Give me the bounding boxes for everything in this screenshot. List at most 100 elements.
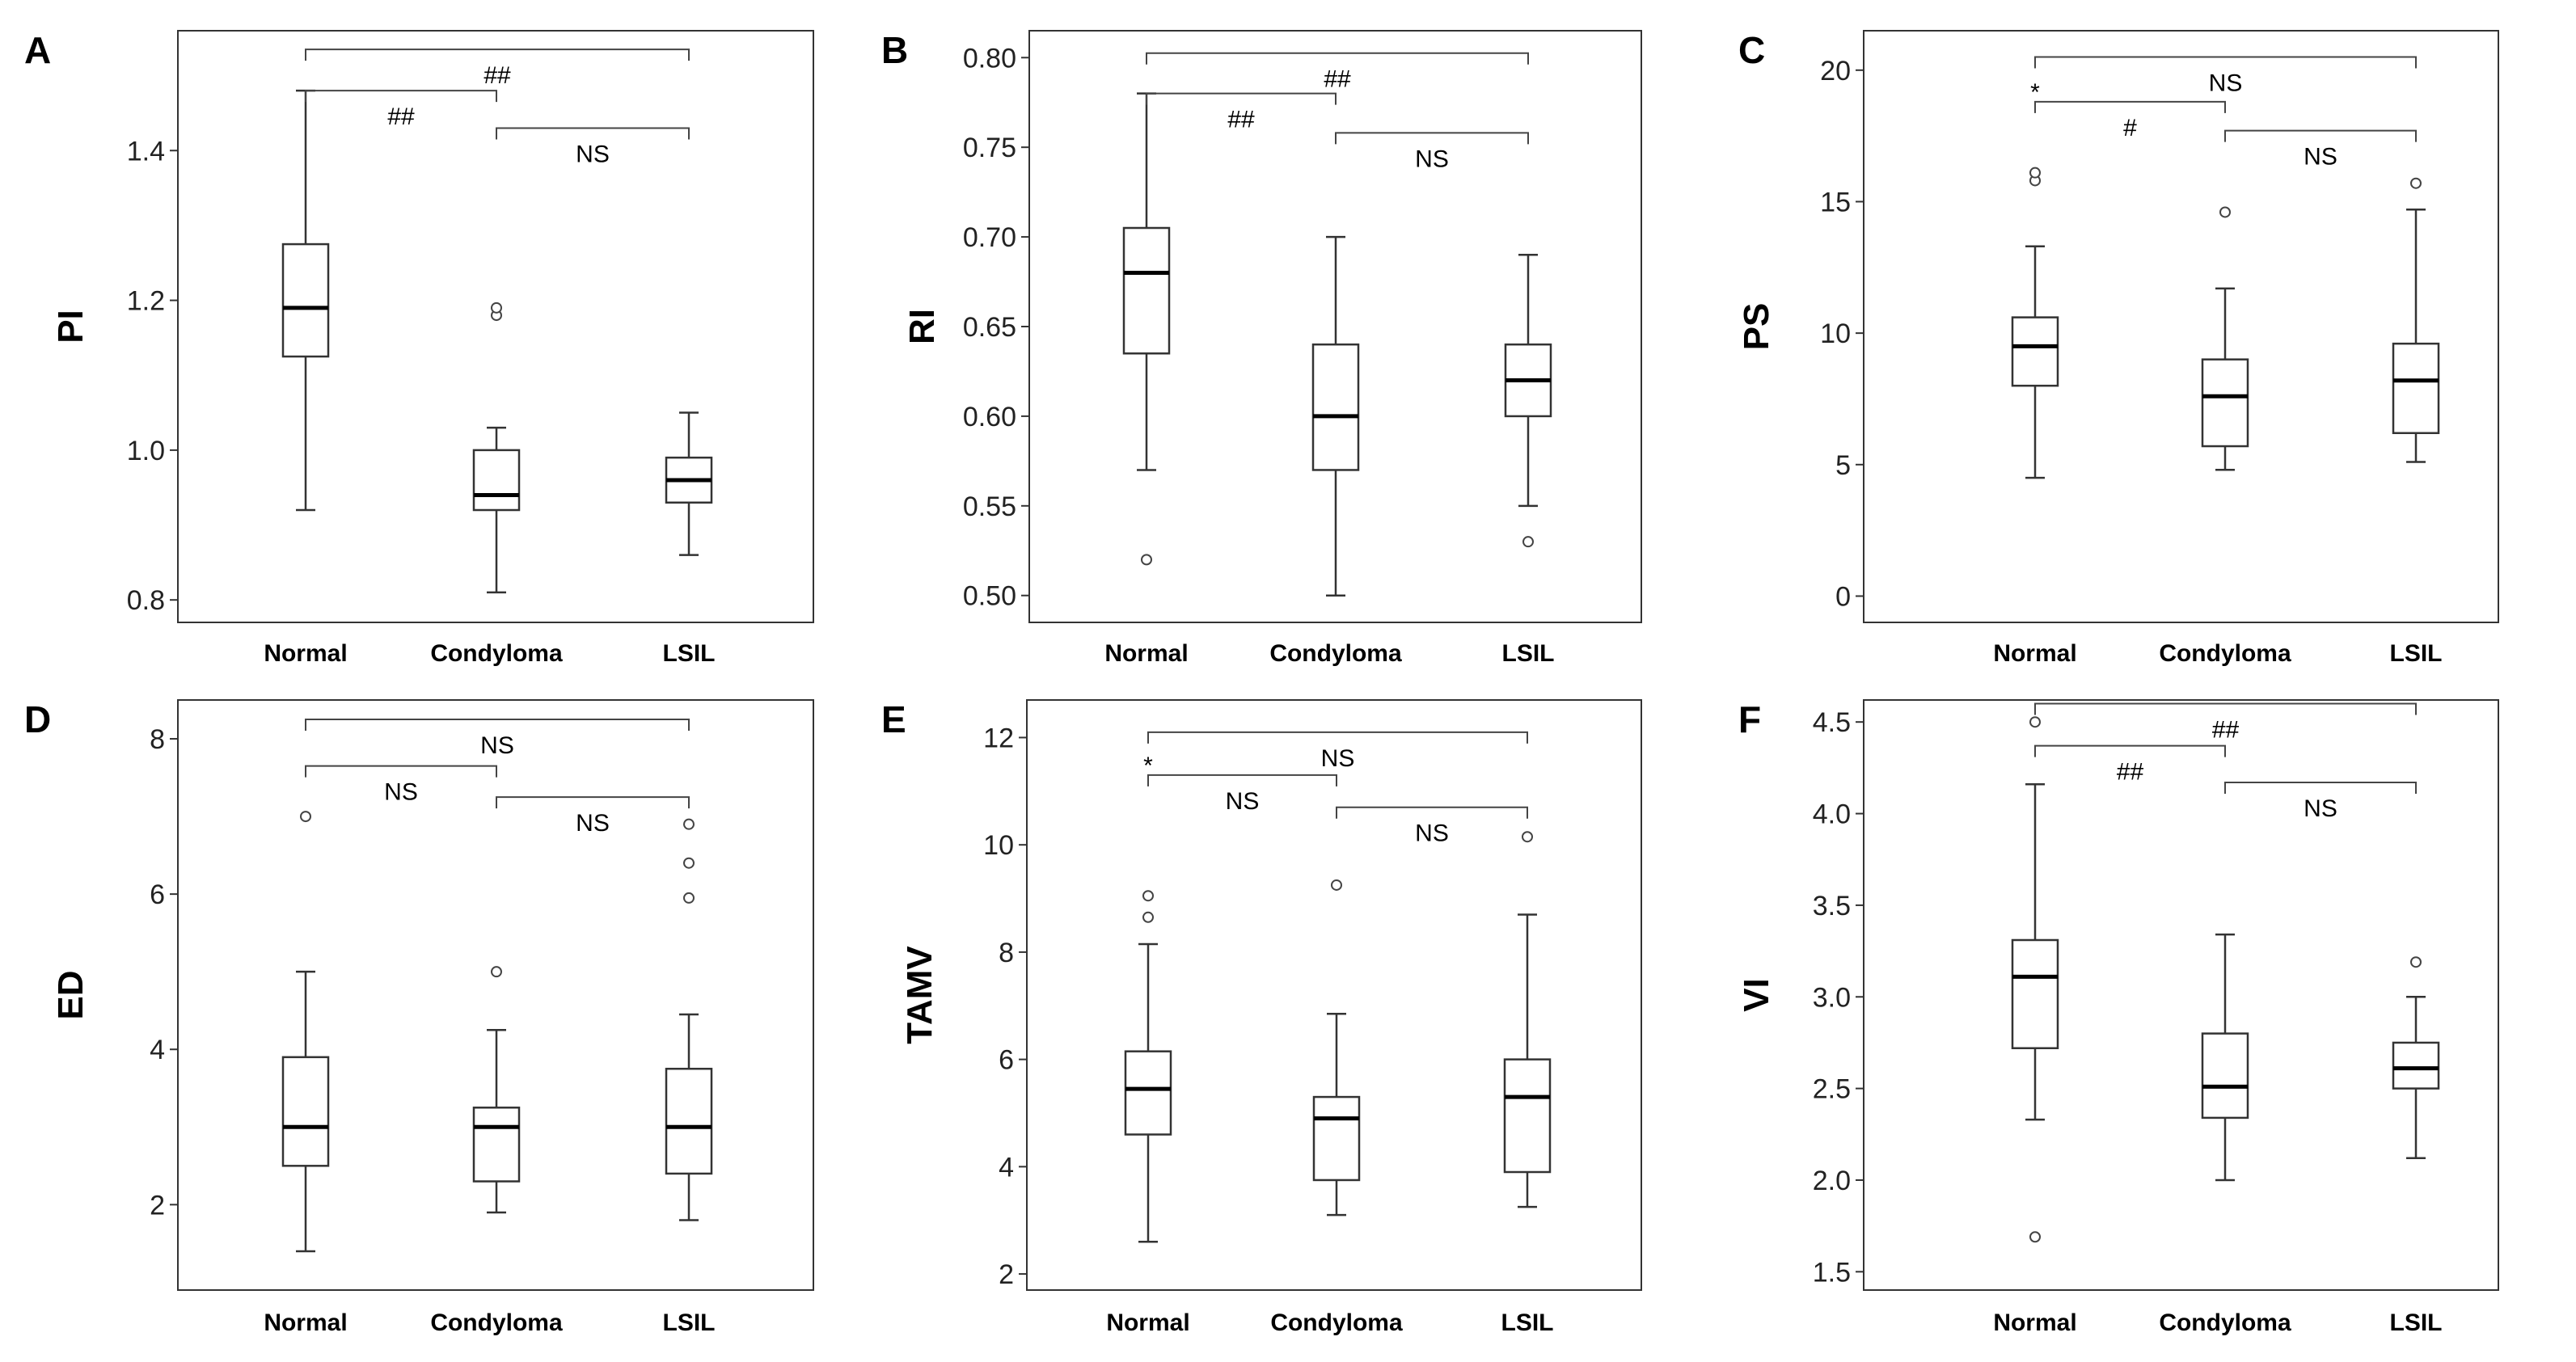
significance-label: NS [480, 732, 514, 759]
bracket-line [1335, 132, 1529, 145]
box-condyloma [1311, 235, 1360, 597]
x-category-label: LSIL [663, 1309, 716, 1336]
x-category-label: Condyloma [2159, 1309, 2291, 1336]
x-category-label: Normal [264, 1309, 347, 1336]
box-normal [2011, 167, 2059, 479]
significance-bracket: ## [2034, 744, 2226, 786]
plot-frame [177, 699, 814, 1291]
significance-label: NS [576, 141, 610, 167]
iqr-box [1124, 1050, 1172, 1136]
iqr-box [472, 449, 521, 512]
x-category-label: LSIL [1502, 640, 1555, 667]
star-marker: * [1143, 753, 1153, 779]
panel-letter: C [1738, 29, 1765, 71]
outlier-point [683, 892, 695, 904]
y-tick-label: 20 [1820, 56, 1851, 86]
box-lsil [2392, 956, 2440, 1160]
significance-bracket: NS [496, 127, 690, 167]
panel-letter: E [881, 698, 906, 740]
iqr-box [665, 1068, 713, 1175]
y-axis-label: VI [1737, 978, 1776, 1012]
bracket-line [2224, 782, 2417, 795]
iqr-box [2201, 358, 2249, 448]
y-tick-label: 1.2 [127, 286, 165, 317]
significance-label: NS [1321, 745, 1355, 772]
y-tick-label: 10 [1820, 318, 1851, 349]
significance-label: ## [387, 103, 415, 130]
chart-panel-b: B RI 0.50 0.55 0.60 0.65 0.70 0.75 0.80 Normal Con… [881, 29, 1642, 667]
box-normal [1122, 92, 1171, 566]
significance-label: NS [1415, 820, 1449, 847]
outlier-point [683, 818, 695, 830]
y-tick-label: 10 [983, 830, 1014, 861]
y-tick-label: 5 [1835, 450, 1851, 481]
x-category-label: LSIL [2390, 640, 2443, 667]
significance-label: ## [484, 62, 511, 89]
x-category-label: Condyloma [2159, 640, 2291, 667]
x-category-label: Condyloma [1270, 1309, 1403, 1336]
x-category-label: Normal [1106, 1309, 1189, 1336]
panel-letter: D [24, 698, 51, 740]
iqr-box [472, 1107, 521, 1183]
outlier-point [2029, 1231, 2041, 1243]
y-tick-label: 0.65 [963, 312, 1016, 343]
star-marker: * [2030, 79, 2040, 106]
y-tick-label: 2 [999, 1259, 1014, 1290]
y-axis-label: TAMV [900, 946, 940, 1044]
iqr-box [281, 242, 330, 358]
outlier-point [1142, 911, 1154, 923]
bracket-line [305, 90, 497, 103]
y-tick-label: 3.0 [1813, 982, 1851, 1013]
significance-bracket: NS [2034, 56, 2417, 97]
x-category-label: Condyloma [1269, 640, 1402, 667]
bracket-line [2224, 129, 2417, 142]
y-axis-label: ED [51, 970, 91, 1019]
outlier-point [491, 301, 502, 314]
box-lsil [665, 411, 713, 556]
significance-bracket: ## [1146, 52, 1529, 93]
bracket-line [2034, 744, 2226, 757]
chart-panel-f: F VI 1.5 2.0 2.5 3.0 3.5 4.0 4.5 Normal Condyloma L… [1737, 698, 2499, 1336]
y-tick-label: 4.0 [1813, 799, 1851, 830]
bracket-line [496, 796, 690, 809]
iqr-box [1503, 1058, 1552, 1174]
significance-label: NS [2304, 795, 2337, 822]
y-tick-label: 1.4 [127, 136, 165, 167]
y-tick-label: 0.50 [963, 581, 1016, 612]
outlier-point [1142, 890, 1154, 902]
significance-bracket: NS * [1143, 753, 1337, 815]
outlier-point [1141, 554, 1152, 566]
x-category-label: LSIL [663, 640, 716, 667]
y-tick-label: 4.5 [1813, 707, 1851, 738]
outlier-point [2029, 167, 2041, 179]
iqr-box [1312, 1095, 1361, 1182]
significance-bracket: #* [2030, 79, 2226, 141]
significance-label: ## [1227, 107, 1255, 133]
significance-bracket: NS [1336, 806, 1528, 847]
bracket-line [1147, 731, 1528, 744]
box-condyloma [2201, 933, 2249, 1182]
outlier-point [491, 966, 502, 978]
y-tick-label: 0.60 [963, 402, 1016, 432]
x-category-label: Normal [1104, 640, 1188, 667]
box-lsil [1504, 254, 1552, 548]
y-tick-label: 0.8 [127, 585, 165, 616]
x-category-label: LSIL [1501, 1309, 1554, 1336]
panel-letter: A [24, 29, 51, 71]
y-tick-label: 6 [150, 879, 165, 910]
significance-bracket: NS [1335, 132, 1529, 172]
significance-label: NS [576, 810, 610, 837]
y-axis-label: PI [51, 310, 91, 344]
y-axis-label: RI [902, 309, 942, 344]
significance-bracket: NS [1147, 731, 1528, 772]
box-normal [2011, 716, 2059, 1243]
outlier-point [2029, 716, 2041, 728]
significance-label: NS [1226, 788, 1260, 815]
significance-bracket: ## [305, 90, 497, 130]
significance-label: NS [2209, 70, 2243, 97]
significance-label: NS [2304, 144, 2337, 171]
bracket-line [2034, 100, 2226, 113]
iqr-box [281, 1056, 330, 1167]
y-tick-label: 2 [150, 1190, 165, 1221]
iqr-box [2011, 938, 2059, 1049]
